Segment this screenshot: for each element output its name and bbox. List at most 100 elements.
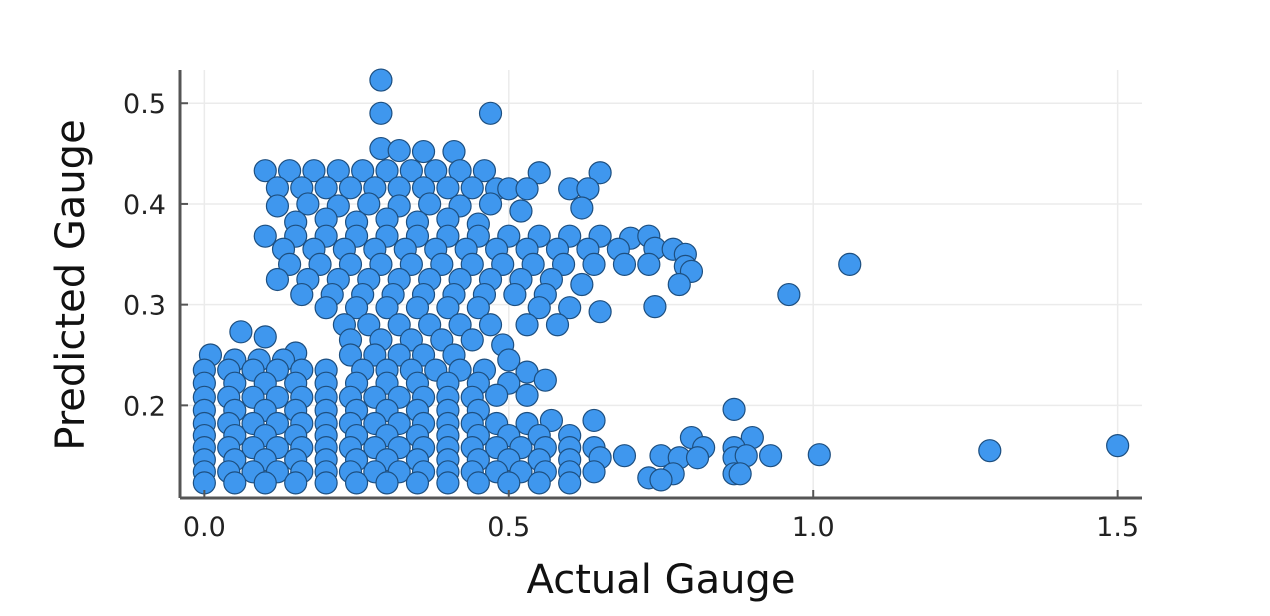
data-point — [314, 176, 338, 200]
data-point — [351, 159, 375, 183]
data-point — [405, 471, 430, 495]
data-point — [338, 343, 363, 367]
data-point — [777, 282, 801, 307]
data-point — [290, 282, 314, 307]
data-point — [387, 313, 411, 337]
data-point — [558, 296, 582, 320]
y-tick-label: 0.4 — [123, 190, 166, 221]
data-point — [612, 252, 637, 276]
data-point — [612, 444, 637, 468]
data-point — [582, 408, 606, 433]
data-point — [265, 267, 290, 292]
data-point — [436, 176, 460, 200]
data-point — [570, 272, 594, 297]
data-point — [265, 194, 290, 218]
data-point — [223, 471, 247, 495]
data-point — [466, 471, 490, 495]
data-point — [405, 296, 430, 320]
data-point — [539, 408, 564, 433]
data-point — [296, 192, 320, 216]
data-point — [387, 343, 411, 367]
data-point — [430, 252, 454, 276]
data-point — [570, 196, 594, 220]
data-point — [497, 348, 521, 372]
data-point — [338, 176, 363, 200]
data-point — [436, 471, 460, 495]
data-points — [192, 68, 1130, 495]
x-axis-label: Actual Gauge — [527, 557, 796, 603]
y-tick-label: 0.3 — [123, 291, 166, 322]
data-point — [369, 68, 393, 92]
data-point — [478, 101, 503, 125]
data-point — [807, 443, 831, 467]
data-point — [728, 462, 752, 486]
x-tick-label: 0.0 — [183, 512, 226, 543]
data-point — [685, 446, 710, 470]
data-point — [478, 313, 503, 337]
data-point — [551, 252, 576, 276]
data-point — [253, 224, 277, 248]
data-point — [229, 320, 253, 344]
axes — [178, 70, 1142, 500]
data-point — [485, 383, 509, 407]
data-point — [418, 313, 442, 337]
data-point — [308, 252, 332, 276]
data-point — [558, 471, 582, 495]
data-point — [411, 343, 436, 367]
y-axis-label: Predicted Gauge — [48, 119, 94, 450]
data-point — [411, 139, 436, 164]
y-tick-label: 0.2 — [123, 391, 166, 422]
data-point — [375, 296, 399, 320]
data-point — [509, 199, 533, 223]
data-point — [515, 313, 539, 337]
tick-labels: 0.0 0.5 1.0 1.5 0.2 0.3 0.4 0.5 — [123, 89, 1139, 543]
data-point — [588, 161, 612, 185]
data-point — [253, 159, 277, 183]
data-point — [838, 252, 862, 276]
data-point — [758, 444, 783, 468]
data-point — [399, 328, 423, 352]
data-point — [588, 300, 612, 324]
data-point — [448, 159, 472, 183]
data-point — [515, 177, 539, 201]
data-point — [533, 368, 557, 392]
data-point — [399, 159, 423, 183]
data-point — [436, 296, 460, 320]
data-point — [357, 192, 381, 216]
data-point — [527, 471, 551, 495]
data-point — [375, 471, 399, 495]
data-point — [302, 159, 326, 183]
data-point — [369, 252, 393, 276]
data-point — [277, 159, 302, 183]
data-point — [387, 138, 411, 163]
data-point — [649, 468, 673, 492]
data-point — [424, 159, 448, 183]
data-point — [460, 252, 484, 276]
data-point — [466, 296, 490, 320]
data-point — [460, 176, 484, 200]
data-point — [430, 328, 454, 352]
data-point — [582, 252, 606, 276]
data-point — [460, 328, 484, 352]
data-point — [521, 252, 545, 276]
data-point — [448, 313, 472, 337]
data-point — [418, 192, 442, 216]
data-point — [338, 252, 363, 276]
data-point — [314, 471, 338, 495]
data-point — [667, 272, 691, 297]
data-point — [277, 252, 302, 276]
data-point — [491, 252, 515, 276]
data-point — [545, 313, 570, 337]
data-point — [478, 192, 503, 216]
data-point — [369, 101, 393, 125]
data-point — [357, 313, 381, 337]
data-point — [515, 383, 539, 407]
x-tick-label: 1.5 — [1096, 512, 1139, 543]
x-tick-label: 0.5 — [487, 512, 530, 543]
data-point — [344, 296, 369, 320]
x-tick-label: 1.0 — [792, 512, 835, 543]
data-point — [503, 282, 527, 307]
data-point — [472, 159, 497, 183]
data-point — [314, 296, 338, 320]
